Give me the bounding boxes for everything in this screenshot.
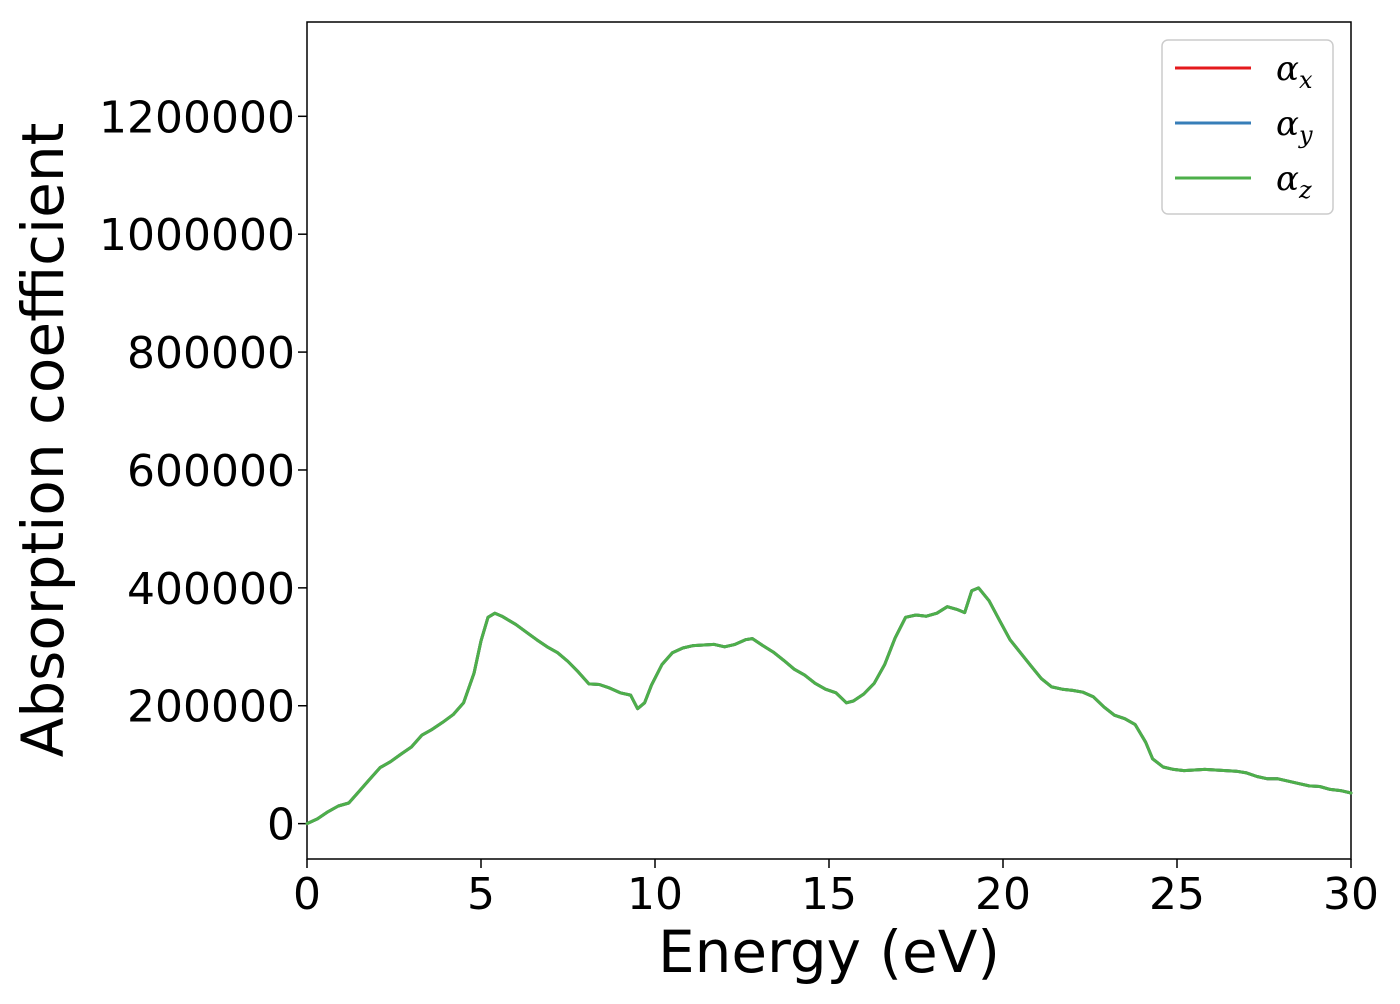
y-tick-label: 1000000: [99, 210, 295, 261]
legend-label-base: α: [1276, 159, 1299, 199]
y-tick-label: 600000: [127, 446, 295, 497]
y-axis-ticks: 0 200000 400000 600000 800000 1000000 1200000: [99, 92, 307, 851]
legend-label-sub: x: [1299, 66, 1313, 94]
x-axis-ticks: 0 5 10 15 20 25 30: [293, 859, 1379, 920]
y-tick-label: 400000: [127, 564, 295, 615]
x-axis-label: Energy (eV): [658, 918, 1000, 986]
series-layer: [305, 586, 1353, 826]
series-line-z: [305, 586, 1353, 826]
legend-label-sub: y: [1298, 121, 1313, 149]
y-tick-label: 800000: [127, 328, 295, 379]
x-tick-label: 20: [975, 869, 1031, 920]
y-tick-label: 0: [267, 800, 295, 851]
y-axis-label: Absorption coefficient: [9, 123, 77, 758]
y-tick-label: 200000: [127, 682, 295, 733]
x-tick-label: 10: [627, 869, 683, 920]
legend-label-base: α: [1276, 49, 1299, 89]
x-tick-label: 30: [1323, 869, 1379, 920]
x-tick-label: 15: [801, 869, 857, 920]
legend-label-sub: z: [1298, 176, 1312, 204]
y-tick-label: 1200000: [99, 92, 295, 143]
legend-label-y: αy: [1276, 104, 1313, 149]
legend-label-x: αx: [1276, 49, 1313, 94]
legend-label-base: α: [1276, 104, 1299, 144]
x-tick-label: 0: [293, 869, 321, 920]
x-tick-label: 25: [1149, 869, 1205, 920]
legend-box: [1161, 39, 1334, 215]
legend-label-z: αz: [1276, 159, 1312, 204]
x-tick-label: 5: [467, 869, 495, 920]
